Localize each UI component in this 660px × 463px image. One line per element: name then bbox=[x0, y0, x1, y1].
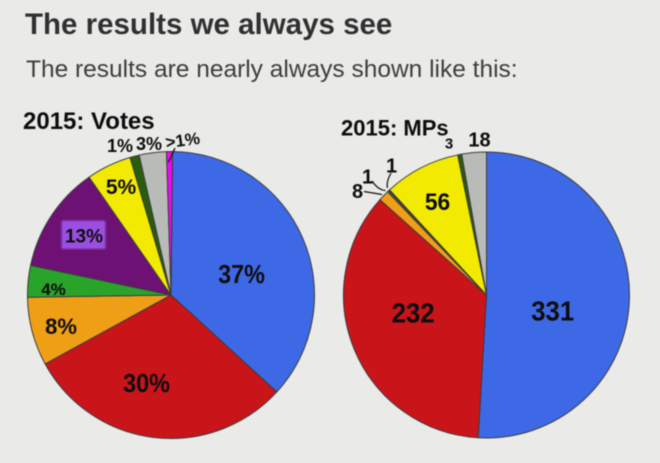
svg-text:1: 1 bbox=[386, 156, 397, 178]
svg-text:8%: 8% bbox=[45, 314, 77, 339]
svg-text:18: 18 bbox=[468, 130, 490, 152]
svg-text:2015: Votes: 2015: Votes bbox=[23, 108, 155, 135]
svg-text:>1%: >1% bbox=[164, 129, 201, 153]
svg-text:2015: MPs: 2015: MPs bbox=[341, 116, 449, 141]
svg-text:1: 1 bbox=[362, 167, 373, 189]
svg-text:232: 232 bbox=[392, 298, 435, 329]
svg-text:1%: 1% bbox=[107, 136, 133, 156]
svg-text:56: 56 bbox=[425, 188, 450, 215]
svg-text:30%: 30% bbox=[123, 370, 170, 398]
svg-text:5%: 5% bbox=[106, 176, 137, 199]
svg-text:331: 331 bbox=[531, 296, 574, 327]
svg-text:4%: 4% bbox=[41, 280, 66, 299]
svg-text:37%: 37% bbox=[218, 261, 265, 289]
svg-text:13%: 13% bbox=[65, 227, 103, 248]
svg-text:3: 3 bbox=[445, 136, 453, 153]
svg-text:3%: 3% bbox=[136, 134, 162, 154]
svg-text:8: 8 bbox=[352, 181, 363, 203]
